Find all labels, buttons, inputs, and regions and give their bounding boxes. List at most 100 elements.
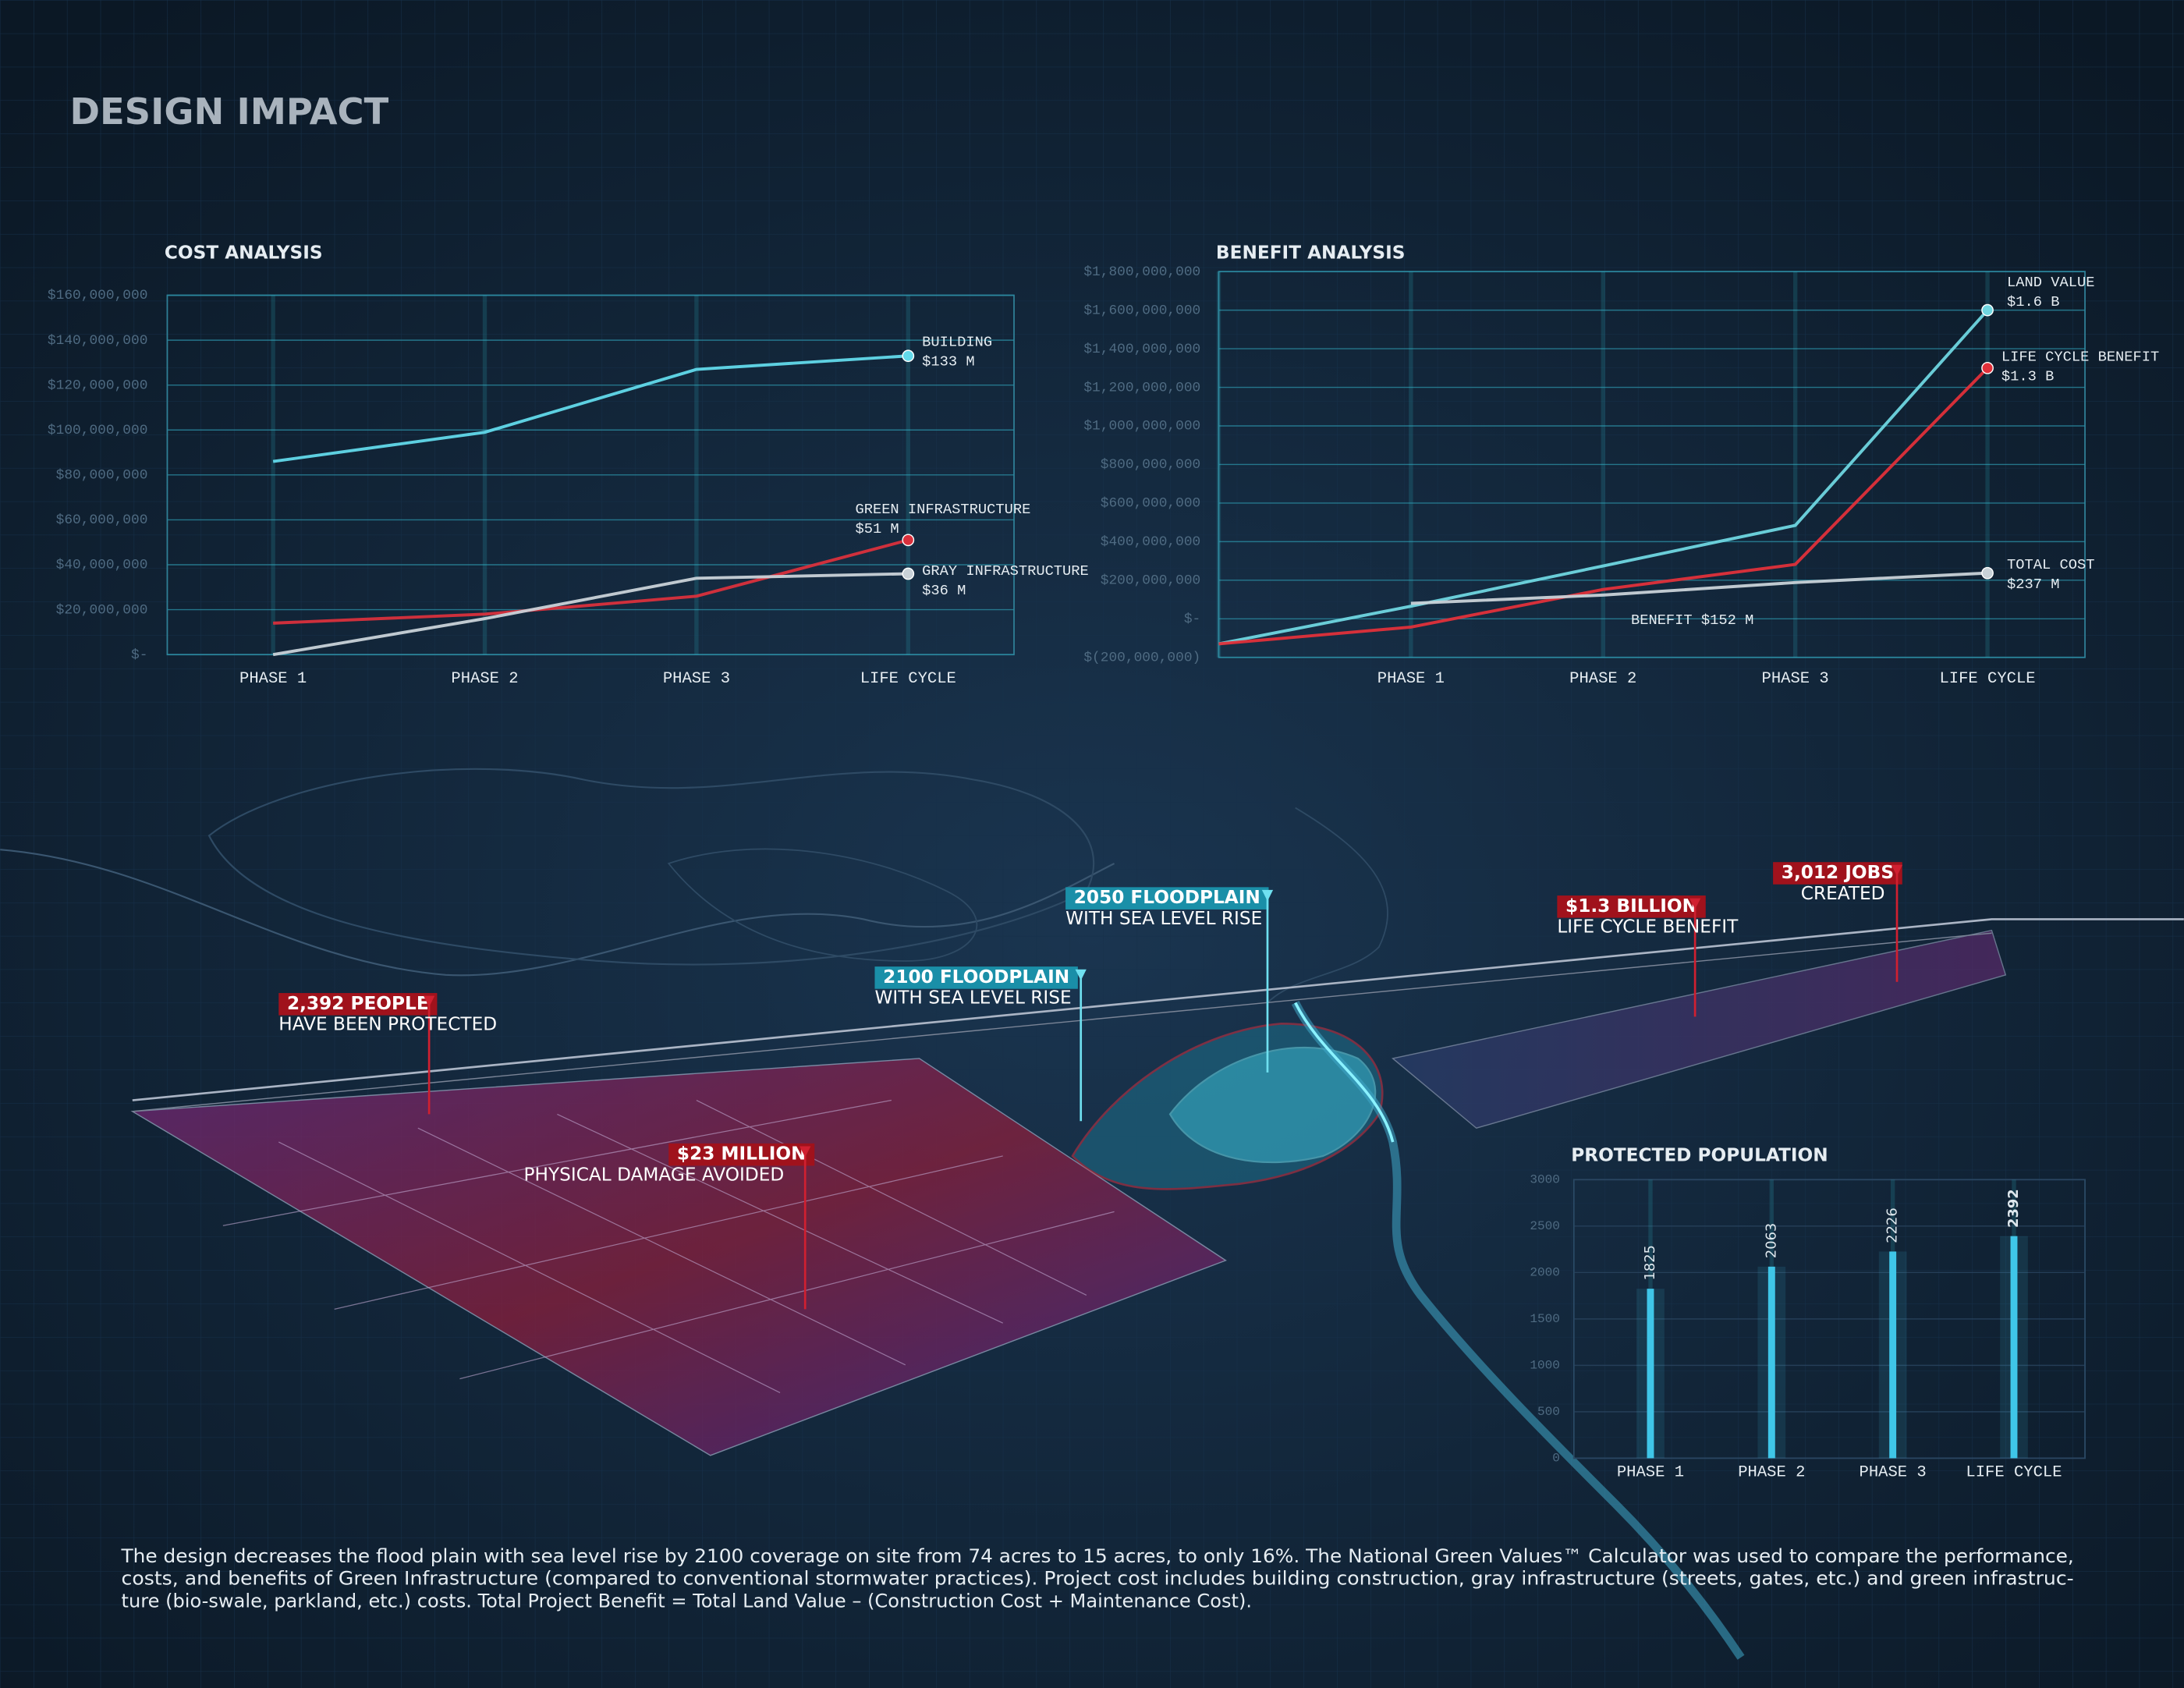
chart-title: BENEFIT ANALYSIS (1216, 242, 1406, 263)
description-line: costs, and benefits of Green Infrastruct… (122, 1568, 2074, 1590)
bar-value-label: 2063 (1763, 1223, 1779, 1258)
x-tick-label: LIFE CYCLE (1940, 670, 2036, 688)
description: The design decreases the flood plain wit… (120, 1545, 2073, 1612)
callout-marker (423, 995, 435, 1007)
x-tick-label: PHASE 3 (1860, 1464, 1927, 1482)
road (132, 932, 1992, 1112)
coastline (1267, 807, 1388, 1004)
y-tick-label: $60,000,000 (56, 512, 148, 528)
y-tick-label: 1500 (1530, 1312, 1560, 1326)
x-tick-label: PHASE 1 (239, 670, 307, 688)
callout-headline: 3,012 JOBS (1782, 862, 1894, 883)
x-tick-label: PHASE 3 (1762, 670, 1829, 688)
y-tick-label: 2000 (1530, 1266, 1560, 1280)
value-label: $1.6 B (2007, 293, 2059, 310)
y-tick-label: $- (131, 647, 147, 663)
callout-badge (1557, 895, 1706, 918)
callout-text: WITH SEA LEVEL RISE (874, 988, 1071, 1009)
river-glow (1294, 1002, 1395, 1143)
series-label: LAND VALUE (2007, 274, 2094, 291)
y-tick-label: $400,000,000 (1101, 534, 1201, 550)
y-tick-label: $20,000,000 (56, 602, 148, 618)
series-label: TOTAL COST (2007, 556, 2094, 573)
y-tick-label: $140,000,000 (48, 333, 147, 349)
road (132, 918, 2184, 1101)
island (207, 768, 1095, 966)
series-line (272, 354, 909, 463)
y-tick-label: $1,800,000,000 (1083, 264, 1200, 280)
callout-text: WITH SEA LEVEL RISE (1065, 908, 1262, 929)
bar-value-label: 2226 (1884, 1207, 1901, 1243)
page-title: DESIGN IMPACT (69, 90, 388, 133)
callout-marker (1689, 898, 1701, 910)
y-tick-label: 1000 (1530, 1359, 1560, 1373)
bar-value-label: 1825 (1642, 1245, 1658, 1280)
series-label: GRAY INFRASTRUCTURE (922, 562, 1089, 580)
bar (1889, 1251, 1897, 1459)
y-tick-label: $120,000,000 (48, 378, 147, 393)
x-tick-label: PHASE 1 (1377, 670, 1445, 688)
site-area (130, 1058, 1227, 1456)
y-tick-label: $160,000,000 (48, 288, 147, 303)
end-point (1981, 566, 1994, 580)
x-tick-label: LIFE CYCLE (860, 670, 956, 688)
y-tick-label: $40,000,000 (56, 558, 148, 573)
end-point (902, 534, 915, 547)
series-label: BUILDING (922, 333, 992, 350)
bar (1767, 1266, 1775, 1459)
bar (2010, 1236, 2018, 1459)
y-tick-label: 2500 (1530, 1219, 1560, 1233)
description-line: The design decreases the flood plain wit… (120, 1545, 2073, 1567)
value-label: BENEFIT $152 M (1631, 612, 1753, 629)
callout-badge (668, 1143, 815, 1166)
island (667, 848, 978, 962)
callout-marker (1891, 864, 1903, 877)
bar-value-label: 2392 (2005, 1189, 2022, 1228)
y-tick-label: 500 (1537, 1405, 1560, 1419)
streets (222, 1099, 1115, 1394)
y-tick-label: 3000 (1530, 1173, 1560, 1187)
series-line (1410, 571, 1988, 605)
callout-marker (800, 1146, 811, 1158)
callout-headline: $1.3 BILLION (1565, 895, 1697, 917)
callout-headline: $23 MILLION (677, 1144, 807, 1165)
y-tick-label: $- (1184, 612, 1200, 627)
coastline (0, 849, 1115, 977)
end-point (902, 349, 915, 363)
series-line (272, 572, 909, 657)
east-area (1392, 929, 2007, 1129)
callout-headline: 2,392 PEOPLE (287, 993, 429, 1014)
callout-text: HAVE BEEN PROTECTED (278, 1014, 497, 1035)
y-tick-label: $100,000,000 (48, 423, 147, 438)
callout-headline: 2050 FLOODPLAIN (1074, 887, 1260, 908)
x-tick-label: PHASE 1 (1617, 1464, 1684, 1482)
y-tick-label: $1,400,000,000 (1083, 342, 1200, 357)
chart-title: PROTECTED POPULATION (1571, 1144, 1828, 1165)
end-point (902, 567, 915, 580)
value-label: $133 M (922, 353, 974, 370)
callout-headline: 2100 FLOODPLAIN (883, 966, 1069, 988)
callout-marker (1075, 969, 1087, 981)
chart-title: COST ANALYSIS (165, 242, 323, 263)
value-label: $237 M (2007, 576, 2059, 593)
y-tick-label: $800,000,000 (1101, 457, 1201, 473)
x-tick-label: PHASE 2 (451, 670, 518, 688)
callout-marker (1261, 889, 1274, 902)
callout-text: PHYSICAL DAMAGE AVOIDED (524, 1164, 785, 1185)
x-tick-label: PHASE 3 (663, 670, 730, 688)
callout-badge (278, 993, 438, 1016)
x-tick-label: PHASE 2 (1569, 670, 1636, 688)
y-tick-label: $(200,000,000) (1083, 650, 1200, 665)
map (0, 768, 2184, 1660)
y-tick-label: $80,000,000 (56, 468, 148, 484)
callout-text: CREATED (1801, 883, 1885, 904)
end-point (1981, 303, 1994, 317)
value-label: $1.3 B (2001, 367, 2054, 385)
callout-badge (874, 966, 1078, 989)
x-tick-label: LIFE CYCLE (1966, 1464, 2062, 1482)
end-point (1981, 361, 1994, 374)
y-tick-label: $1,200,000,000 (1083, 380, 1200, 395)
bar (1647, 1289, 1654, 1459)
